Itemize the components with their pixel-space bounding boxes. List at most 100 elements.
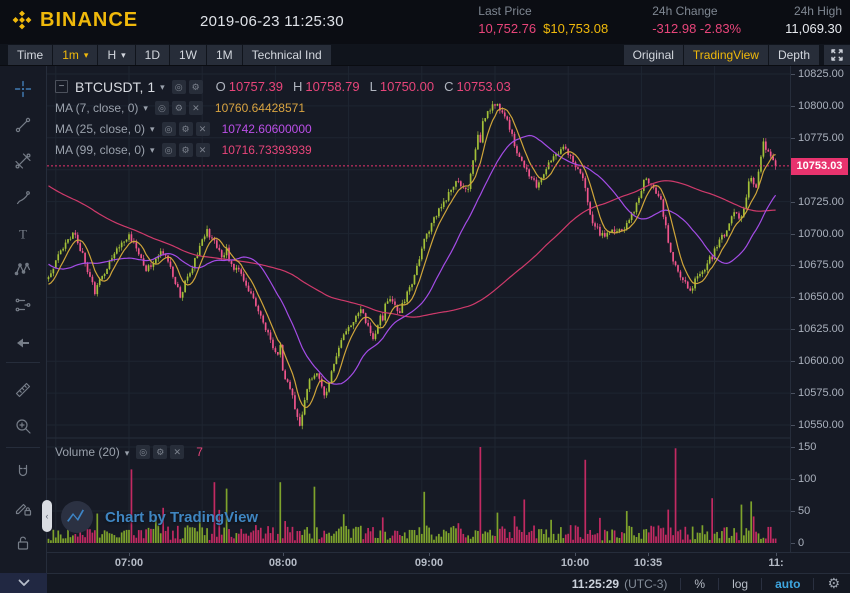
ohlc-values: O 10757.39 H 10758.79 L 10750.00 C 10753.03 — [206, 79, 511, 94]
brush-tool[interactable] — [14, 189, 32, 207]
candlestick-chart[interactable] — [47, 66, 790, 552]
gear-icon[interactable]: ⚙ — [178, 121, 193, 136]
drawing-tools-sidebar: T — [0, 66, 47, 573]
volume-axis-label: 0 — [798, 537, 805, 549]
stat-label: 24h Change — [652, 4, 718, 18]
sidebar-collapse-cell[interactable] — [0, 573, 47, 593]
time-axis-label: 07:00 — [114, 557, 144, 569]
gear-icon[interactable]: ⚙ — [171, 100, 186, 115]
volume-axis-label: 50 — [798, 505, 811, 517]
symbol-label[interactable]: BTCUSDT, 1 — [75, 78, 156, 95]
tradingview-logo-icon[interactable] — [60, 500, 94, 534]
binance-diamond-icon — [12, 10, 32, 30]
toolbar-button-1m[interactable]: 1m ▾ — [53, 44, 98, 65]
crosshair-tool[interactable] — [14, 80, 32, 98]
tradingview-watermark: Chart by TradingView — [60, 500, 258, 534]
tools-divider — [6, 447, 40, 448]
forecast-tool[interactable] — [14, 296, 32, 314]
arrow-left-tool[interactable] — [14, 334, 32, 352]
close-icon[interactable]: ✕ — [195, 142, 210, 157]
ruler-tool[interactable] — [14, 381, 32, 399]
toolbar-button-original[interactable]: Original — [623, 44, 683, 65]
volume-axis-label: 100 — [798, 473, 817, 485]
stat-value: 11,069.30 — [785, 21, 842, 36]
price-axis-label: 10600.00 — [798, 355, 844, 367]
toolbar-button-1w[interactable]: 1W — [169, 44, 206, 65]
ohlc-value: 10758.79 — [305, 79, 360, 94]
volume-value: 7 — [196, 445, 203, 459]
brand-text: BINANCE — [40, 8, 139, 31]
eye-icon[interactable]: ◎ — [136, 445, 151, 459]
stat-24h-change: 24h Change -312.98 -2.83% — [652, 4, 741, 36]
chart-legend: − BTCUSDT, 1 ▾ ◎ ⚙ O 10757.39 H 10758.79 L 10… — [55, 78, 511, 162]
fullscreen-icon — [831, 48, 843, 61]
timezone[interactable]: (UTC-3) — [624, 576, 668, 591]
ma-label[interactable]: MA (99, close, 0) — [55, 142, 146, 157]
close-icon[interactable]: ✕ — [195, 121, 210, 136]
scale-toggle-%[interactable]: % — [694, 576, 706, 591]
magnet-tool[interactable] — [14, 463, 32, 481]
ohlc-value: 10757.39 — [228, 79, 284, 94]
ohlc-value: 10753.03 — [456, 79, 511, 94]
lock-tool[interactable] — [14, 534, 32, 552]
ma-row: MA (7, close, 0) ▾ ◎ ⚙ ✕ 10760.64428571 — [55, 99, 511, 116]
time-axis[interactable]: 07:00 08:00 09:00 10:00 10:35 11: — [47, 552, 850, 573]
price-axis[interactable]: 10753.03 10825.0010800.0010775.0010750.0… — [790, 66, 850, 552]
time-axis-label: 11: — [768, 557, 784, 569]
toolbar-button-1m[interactable]: 1M — [206, 44, 242, 65]
gear-icon[interactable]: ⚙ — [827, 575, 840, 591]
toolbar-button-time[interactable]: Time — [8, 44, 53, 65]
eye-icon[interactable]: ◎ — [171, 79, 186, 94]
ohlc-label: C — [444, 79, 454, 94]
price-axis-label: 10650.00 — [798, 291, 844, 303]
close-icon[interactable]: ✕ — [170, 445, 185, 459]
trend-line-tool[interactable] — [14, 116, 32, 134]
scale-toggle-auto[interactable]: auto — [775, 576, 801, 591]
stat-last-price: Last Price 10,752.76 $10,753.08 — [478, 4, 608, 36]
ohlc-label: O — [215, 79, 226, 94]
ma-label[interactable]: MA (7, close, 0) — [55, 100, 139, 115]
toolbar-button-depth[interactable]: Depth — [768, 44, 819, 65]
gear-icon[interactable]: ⚙ — [153, 445, 168, 459]
ma-value: 10742.60600000 — [221, 121, 312, 136]
ma-label[interactable]: MA (25, close, 0) — [55, 121, 146, 136]
drawing-lock-icon — [15, 503, 32, 516]
collapse-legend-icon[interactable]: − — [55, 80, 68, 93]
volume-label[interactable]: Volume (20) — [55, 445, 120, 459]
toolbar-button-tradingview[interactable]: TradingView — [683, 44, 768, 65]
toolbar-button-1d[interactable]: 1D — [135, 44, 169, 65]
sidebar-collapse-handle[interactable]: ‹ — [42, 500, 52, 532]
stat-label: 24h High — [793, 4, 842, 18]
eye-icon[interactable]: ◎ — [161, 121, 176, 136]
pitchfork-tool[interactable] — [14, 152, 32, 170]
ma-row: MA (99, close, 0) ▾ ◎ ⚙ ✕ 10716.73393939 — [55, 141, 511, 158]
fullscreen-button[interactable] — [824, 44, 850, 65]
gear-icon[interactable]: ⚙ — [178, 142, 193, 157]
zoom-in-tool[interactable] — [14, 417, 32, 435]
chevron-down-icon[interactable]: ▾ — [124, 447, 130, 458]
eye-icon[interactable]: ◎ — [161, 142, 176, 157]
xabcd-pattern-tool[interactable] — [14, 260, 32, 278]
stat-label: Last Price — [478, 4, 532, 18]
header: BINANCE 2019-06-23 11:25:30 Last Price 10… — [0, 0, 850, 44]
eye-icon[interactable]: ◎ — [154, 100, 169, 115]
scale-toggle-log[interactable]: log — [732, 576, 749, 591]
ohlc-label: L — [369, 79, 377, 94]
ohlc-value: 10750.00 — [379, 79, 435, 94]
binance-logo[interactable]: BINANCE — [10, 8, 138, 32]
toolbar-button-technical-ind[interactable]: Technical Ind — [242, 44, 331, 65]
stat-24h-high: 24h High 11,069.30 — [785, 4, 842, 36]
drawing-lock-tool[interactable] — [14, 499, 32, 517]
close-icon[interactable]: ✕ — [188, 100, 203, 115]
time-axis-label: 10:00 — [560, 557, 590, 569]
chevron-down-icon[interactable]: ▾ — [150, 124, 155, 134]
toolbar-button-h[interactable]: H ▾ — [98, 44, 135, 65]
chevron-down-icon[interactable]: ▾ — [160, 82, 165, 92]
gear-icon[interactable]: ⚙ — [188, 79, 203, 94]
chevron-down-icon[interactable]: ▾ — [143, 103, 148, 113]
chevron-down-icon[interactable]: ▾ — [150, 145, 155, 155]
text-tool[interactable]: T — [14, 225, 32, 243]
last-price-tag: 10753.03 — [791, 158, 848, 175]
scale-toggles: % log auto — [667, 577, 800, 591]
